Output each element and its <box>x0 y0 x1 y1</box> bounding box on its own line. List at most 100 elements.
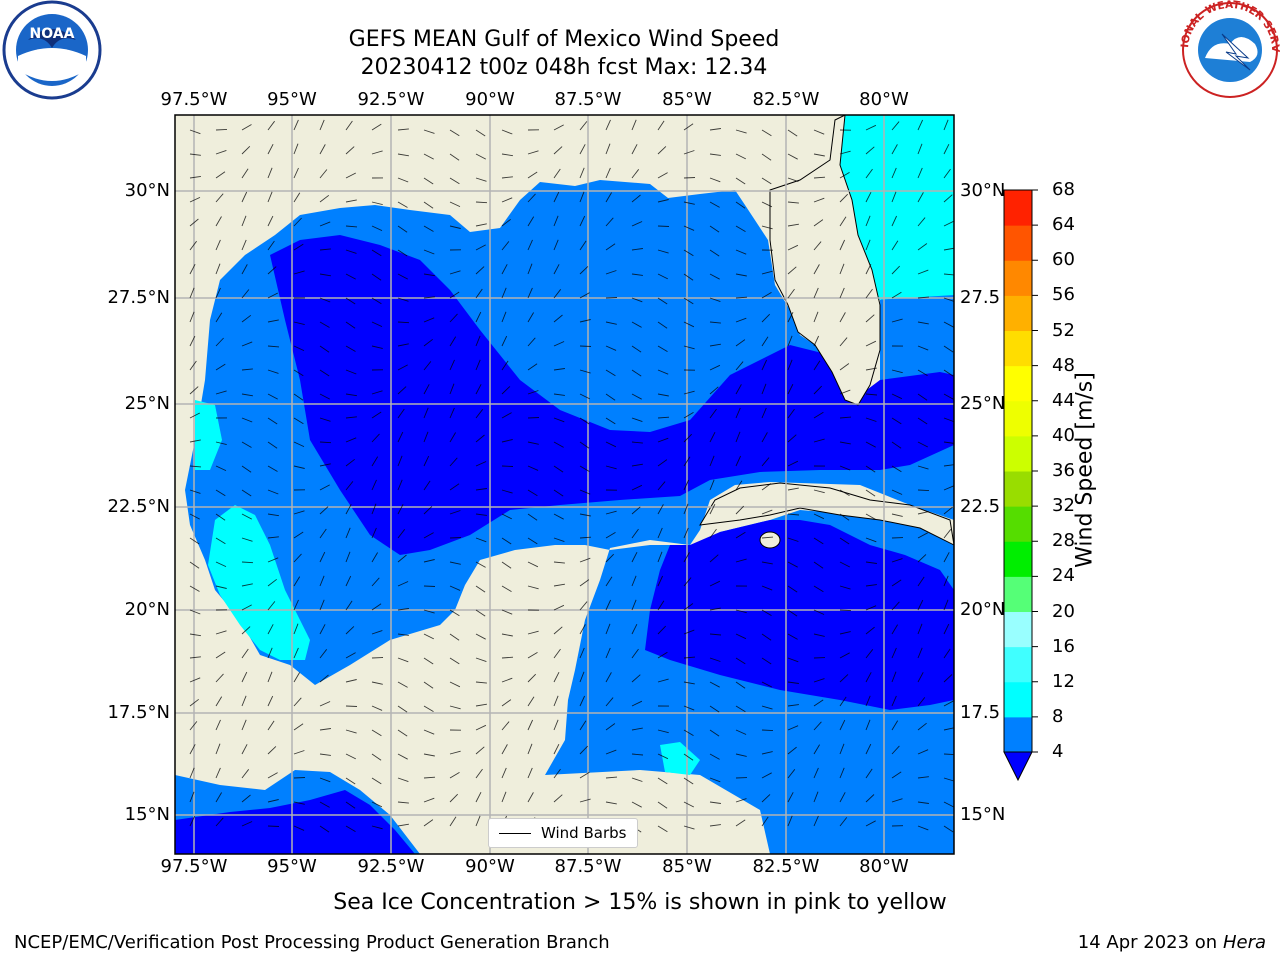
wind-barb-216 <box>345 297 356 305</box>
wind-barb-649 <box>683 629 695 635</box>
wind-barb-93 <box>267 191 273 203</box>
wind-barb-79 <box>683 177 696 179</box>
wind-barb-541 <box>215 561 227 568</box>
wind-barb-153 <box>267 240 275 251</box>
wind-barb-519 <box>423 532 434 539</box>
wind-barb-423 <box>267 465 278 472</box>
wind-barb-303 <box>267 369 279 374</box>
wind-barb-500 <box>709 503 716 515</box>
wind-barb-53 <box>787 153 798 160</box>
wind-barb-47 <box>631 144 638 155</box>
wind-barb-10 <box>449 129 460 137</box>
wind-barb-726 <box>345 705 358 707</box>
wind-barb-692 <box>241 671 248 683</box>
wind-barb-512 <box>241 537 253 542</box>
wind-barb-190 <box>449 270 461 275</box>
lat-label-left-1: 27.5°N <box>107 287 170 308</box>
wind-barb-810 <box>189 767 195 779</box>
colorbar-tick-label-6: 44 <box>1052 389 1075 411</box>
wind-barb-65 <box>319 169 328 179</box>
wind-barb-873 <box>267 825 280 827</box>
wind-barb-256 <box>605 321 617 325</box>
wind-barb-275 <box>319 345 330 353</box>
wind-barb-215 <box>319 297 331 303</box>
wind-barb-144 <box>813 219 824 227</box>
wind-barb-357 <box>891 393 903 400</box>
wind-barb-825 <box>579 771 590 779</box>
wind-barb-152 <box>241 239 247 251</box>
wind-barb-785 <box>319 753 331 756</box>
wind-barb-847 <box>371 801 383 808</box>
wind-barb-658 <box>917 623 923 635</box>
wind-barb-362 <box>241 417 253 423</box>
wind-barb-414 <box>813 438 825 443</box>
wind-barb-176 <box>865 239 871 251</box>
wind-barb-836 <box>865 768 873 779</box>
wind-barb-515 <box>319 528 327 539</box>
wind-barb-545 <box>319 551 326 563</box>
wind-barb-822 <box>501 767 507 779</box>
wind-barb-368 <box>397 408 405 419</box>
wind-barb-626 <box>865 605 877 611</box>
wind-barb-672 <box>501 656 514 659</box>
wind-barb-440 <box>709 455 715 467</box>
wind-barb-511 <box>215 537 226 545</box>
wind-barb-689 <box>943 648 951 659</box>
wind-barb-896 <box>865 820 876 827</box>
wind-barb-410 <box>709 431 716 443</box>
wind-barb-45 <box>579 144 586 155</box>
wind-barb-68 <box>397 177 409 183</box>
wind-barb-775 <box>839 719 846 731</box>
wind-barb-829 <box>683 777 694 785</box>
wind-barb-522 <box>501 537 512 545</box>
fast-zone-campeche <box>208 505 310 660</box>
wind-barb-870 <box>189 815 196 827</box>
colorbar-segment-3 <box>1004 611 1032 648</box>
lat-label-right-4: 20°N <box>960 599 1006 620</box>
wind-barb-693 <box>267 671 273 683</box>
wind-barb-166 <box>605 243 616 251</box>
wind-barb-11 <box>475 129 486 137</box>
wind-barb-80 <box>709 177 721 183</box>
wind-barb-119 <box>943 194 953 203</box>
wind-barb-757 <box>371 729 382 737</box>
wind-barb-595 <box>839 585 851 590</box>
wind-barb-583 <box>527 585 539 590</box>
wind-barb-24 <box>813 129 825 135</box>
wind-barb-497 <box>631 506 641 515</box>
wind-barb-285 <box>579 345 592 347</box>
wind-barb-248 <box>397 321 410 324</box>
wind-barb-333 <box>267 393 278 400</box>
wind-barb-762 <box>501 721 510 731</box>
wind-barb-461 <box>475 488 487 491</box>
wind-barb-33 <box>267 143 274 155</box>
wind-barb-250 <box>449 313 458 323</box>
wind-barb-816 <box>345 777 356 785</box>
wind-barb-66 <box>345 172 357 179</box>
wind-barb-222 <box>501 287 507 299</box>
wind-barb-270 <box>189 335 196 347</box>
lon-label-top-6: 82.5°W <box>752 89 820 110</box>
wind-barb-94 <box>293 192 301 203</box>
wind-barb-879 <box>423 819 434 827</box>
wind-barb-77 <box>631 169 640 179</box>
wind-barb-832 <box>761 772 772 779</box>
wind-barb-844 <box>293 801 305 805</box>
wind-barb-242 <box>241 314 252 323</box>
wind-barb-633 <box>267 624 274 635</box>
wind-barb-141 <box>735 225 746 232</box>
wind-barb-730 <box>449 705 461 710</box>
wind-barb-128 <box>397 225 408 233</box>
wind-barb-450 <box>189 489 201 494</box>
wind-barb-169 <box>683 249 694 257</box>
wind-barb-449 <box>943 464 954 467</box>
calm-zone-southwest <box>175 790 415 854</box>
wind-barb-252 <box>501 311 507 323</box>
wind-barb-3 <box>267 120 275 131</box>
wind-barb-415 <box>839 441 851 445</box>
wind-barb-18 <box>657 120 665 131</box>
wind-barb-464 <box>553 489 564 497</box>
footer-credit: NCEP/EMC/Verification Post Processing Pr… <box>14 932 610 953</box>
wind-barb-78 <box>657 172 668 179</box>
